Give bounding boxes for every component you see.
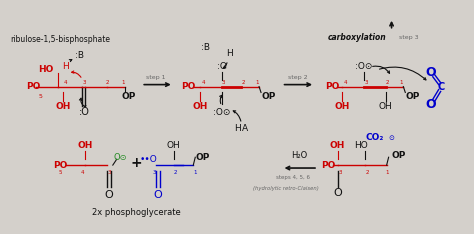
Text: OH: OH [55,102,71,111]
Text: 2: 2 [174,170,177,176]
Text: O⊙: O⊙ [114,153,128,162]
Text: OP: OP [196,153,210,162]
Text: ribulose-1,5-bisphosphate: ribulose-1,5-bisphosphate [10,35,110,44]
Text: :B: :B [201,43,210,52]
Text: HO: HO [38,65,54,74]
Text: 2: 2 [365,170,369,176]
Text: PO: PO [53,161,67,170]
Text: step 3: step 3 [400,35,419,40]
Text: O: O [104,190,113,200]
Text: 3: 3 [152,170,156,176]
Text: C: C [437,82,444,91]
Text: 4: 4 [201,80,205,85]
Text: 1: 1 [121,80,124,85]
Text: OH: OH [192,102,208,111]
Text: :O⊙: :O⊙ [213,108,230,117]
Text: OP: OP [121,92,136,101]
Text: 3: 3 [339,170,342,176]
Text: O: O [333,188,342,197]
Text: ••O: ••O [139,155,157,164]
Text: 1: 1 [193,170,197,176]
Text: H₂O: H₂O [291,151,308,160]
Text: :O: :O [217,62,227,71]
Text: 4: 4 [64,80,67,85]
Text: :O⊙: :O⊙ [356,62,373,71]
Text: H: H [62,62,69,71]
Text: 1: 1 [385,170,388,176]
Text: H: H [234,124,241,133]
Text: 2: 2 [105,80,109,85]
Text: 2x phosphoglycerate: 2x phosphoglycerate [92,208,181,217]
Text: 4: 4 [344,80,347,85]
Text: OH: OH [78,141,93,150]
Text: OH: OH [167,141,181,150]
Text: CO₂: CO₂ [365,133,384,142]
Text: PO: PO [27,82,41,91]
Text: 1: 1 [255,80,259,85]
Text: steps 4, 5, 6: steps 4, 5, 6 [276,175,310,180]
Text: OP: OP [406,92,420,101]
Text: :B: :B [75,51,84,60]
Text: 3: 3 [222,80,226,85]
Text: 4: 4 [81,170,84,176]
Text: carboxylation: carboxylation [328,33,386,42]
Text: 5: 5 [38,94,42,99]
Text: O: O [426,66,436,79]
Text: PO: PO [182,82,196,91]
Text: A: A [242,124,248,133]
Text: ⊙: ⊙ [389,135,394,141]
Text: O: O [154,190,162,200]
Text: step 2: step 2 [288,75,307,80]
Text: 3: 3 [82,80,86,85]
Text: (hydrolytic retro-Claisen): (hydrolytic retro-Claisen) [253,186,319,191]
Text: OH: OH [379,102,392,111]
Text: HO: HO [354,141,368,150]
Text: H: H [226,49,233,58]
Text: PO: PO [325,82,339,91]
Text: 1: 1 [400,80,403,85]
Text: +: + [130,156,142,170]
Text: 2: 2 [242,80,245,85]
Text: OP: OP [391,151,406,160]
Text: OP: OP [262,92,276,101]
Text: step 1: step 1 [146,75,166,80]
Text: PO: PO [321,161,335,170]
Text: 5: 5 [58,170,62,176]
Text: OH: OH [335,102,350,111]
Text: :Ö: :Ö [79,107,90,117]
Text: 3: 3 [107,170,110,176]
Text: O: O [426,98,436,111]
Text: 2: 2 [386,80,389,85]
Text: 3: 3 [365,80,368,85]
Text: OH: OH [330,141,345,150]
